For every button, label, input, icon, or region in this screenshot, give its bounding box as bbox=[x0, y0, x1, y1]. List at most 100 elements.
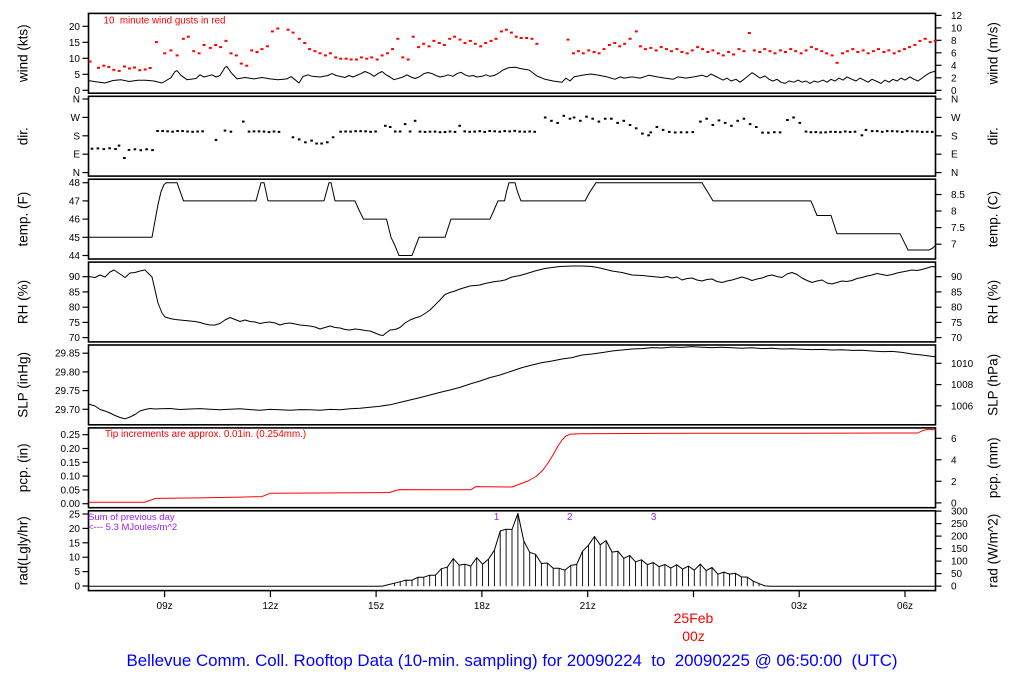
svg-text:SLP (inHg): SLP (inHg) bbox=[16, 352, 31, 418]
svg-text:10: 10 bbox=[69, 54, 81, 65]
svg-text:N: N bbox=[951, 95, 958, 106]
svg-text:48: 48 bbox=[69, 178, 81, 189]
svg-text:W: W bbox=[951, 113, 961, 124]
svg-text:E: E bbox=[73, 150, 80, 161]
svg-text:85: 85 bbox=[69, 287, 81, 298]
svg-text:29.70: 29.70 bbox=[55, 405, 80, 416]
svg-text:12z: 12z bbox=[262, 601, 278, 612]
svg-text:2: 2 bbox=[951, 73, 957, 84]
svg-text:4: 4 bbox=[951, 61, 957, 72]
svg-text:1008: 1008 bbox=[951, 380, 974, 391]
svg-text:29.75: 29.75 bbox=[55, 386, 80, 397]
svg-text:rad(Lgly/hr): rad(Lgly/hr) bbox=[16, 516, 31, 585]
svg-text:SLP (hPa): SLP (hPa) bbox=[986, 354, 1001, 416]
svg-text:N: N bbox=[73, 168, 80, 179]
svg-text:25: 25 bbox=[69, 510, 81, 521]
svg-text:80: 80 bbox=[951, 303, 963, 314]
svg-text:8: 8 bbox=[951, 207, 957, 218]
svg-text:20: 20 bbox=[69, 524, 81, 535]
svg-text:15: 15 bbox=[69, 38, 81, 49]
svg-text:0.05: 0.05 bbox=[61, 485, 81, 496]
svg-text:0.15: 0.15 bbox=[61, 458, 81, 469]
svg-text:5: 5 bbox=[74, 70, 80, 81]
svg-text:N: N bbox=[951, 168, 958, 179]
svg-text:pcp. (mm): pcp. (mm) bbox=[986, 437, 1001, 498]
svg-text:85: 85 bbox=[951, 287, 963, 298]
svg-text:25Feb: 25Feb bbox=[674, 610, 714, 626]
svg-text:2: 2 bbox=[567, 512, 573, 523]
svg-text:0.20: 0.20 bbox=[61, 444, 81, 455]
svg-text:7.5: 7.5 bbox=[951, 223, 965, 234]
svg-text:S: S bbox=[951, 131, 958, 142]
svg-text:250: 250 bbox=[951, 519, 968, 530]
svg-text:RH (%): RH (%) bbox=[16, 280, 31, 324]
svg-text:W: W bbox=[71, 113, 81, 124]
svg-text:Tip increments are approx. 0.0: Tip increments are approx. 0.01in. (0.25… bbox=[105, 429, 306, 440]
svg-text:46: 46 bbox=[69, 215, 81, 226]
svg-text:18z: 18z bbox=[474, 601, 490, 612]
svg-text:dir.: dir. bbox=[16, 127, 31, 145]
svg-text:10: 10 bbox=[69, 553, 81, 564]
svg-text:0: 0 bbox=[951, 86, 957, 97]
svg-text:0.00: 0.00 bbox=[61, 499, 81, 510]
svg-text:5: 5 bbox=[74, 567, 80, 578]
svg-text:4: 4 bbox=[951, 455, 957, 466]
svg-text:75: 75 bbox=[951, 318, 963, 329]
svg-text:7: 7 bbox=[951, 240, 957, 251]
svg-text:temp. (F): temp. (F) bbox=[16, 192, 31, 247]
svg-text:90: 90 bbox=[951, 272, 963, 283]
svg-text:3: 3 bbox=[651, 512, 657, 523]
svg-text:0: 0 bbox=[74, 582, 80, 593]
svg-text:0: 0 bbox=[74, 86, 80, 97]
svg-text:wind (kts): wind (kts) bbox=[16, 24, 31, 83]
svg-text:47: 47 bbox=[69, 196, 81, 207]
svg-text:rad (W/m^2): rad (W/m^2) bbox=[986, 514, 1001, 588]
svg-text:1010: 1010 bbox=[951, 359, 974, 370]
svg-text:03z: 03z bbox=[791, 601, 807, 612]
svg-text:90: 90 bbox=[69, 272, 81, 283]
svg-text:29.85: 29.85 bbox=[55, 349, 80, 360]
svg-text:12: 12 bbox=[951, 11, 963, 22]
svg-text:N: N bbox=[73, 95, 80, 106]
svg-text:8.5: 8.5 bbox=[951, 190, 965, 201]
svg-text:29.80: 29.80 bbox=[55, 367, 80, 378]
svg-text:6: 6 bbox=[951, 434, 957, 445]
svg-text:15z: 15z bbox=[368, 601, 384, 612]
svg-text:06z: 06z bbox=[897, 601, 913, 612]
svg-text:0.25: 0.25 bbox=[61, 430, 81, 441]
svg-text:20: 20 bbox=[69, 22, 81, 33]
svg-text:44: 44 bbox=[69, 251, 81, 262]
svg-text:300: 300 bbox=[951, 507, 968, 518]
svg-text:2: 2 bbox=[951, 477, 957, 488]
svg-text:21z: 21z bbox=[580, 601, 596, 612]
svg-text:200: 200 bbox=[951, 532, 968, 543]
svg-text:50: 50 bbox=[951, 569, 963, 580]
svg-text:10 minute wind gusts in red: 10 minute wind gusts in red bbox=[104, 16, 226, 27]
svg-text:6: 6 bbox=[951, 48, 957, 59]
svg-text:<--- 5.3 MJoules/m^2: <--- 5.3 MJoules/m^2 bbox=[88, 522, 177, 533]
svg-text:S: S bbox=[73, 131, 80, 142]
svg-text:RH (%): RH (%) bbox=[986, 280, 1001, 324]
svg-text:temp. (C): temp. (C) bbox=[986, 191, 1001, 247]
svg-text:E: E bbox=[951, 150, 958, 161]
svg-text:80: 80 bbox=[69, 303, 81, 314]
svg-text:pcp. (in): pcp. (in) bbox=[16, 443, 31, 492]
svg-text:45: 45 bbox=[69, 233, 81, 244]
svg-text:10: 10 bbox=[951, 23, 963, 34]
svg-text:150: 150 bbox=[951, 544, 968, 555]
svg-text:8: 8 bbox=[951, 36, 957, 47]
svg-text:0: 0 bbox=[951, 582, 957, 593]
svg-text:Bellevue Comm. Coll. Rooftop D: Bellevue Comm. Coll. Rooftop Data (10-mi… bbox=[126, 651, 897, 670]
svg-text:00z: 00z bbox=[682, 628, 705, 644]
svg-text:wind (m/s): wind (m/s) bbox=[986, 22, 1001, 85]
svg-text:100: 100 bbox=[951, 557, 968, 568]
svg-text:70: 70 bbox=[951, 333, 963, 344]
svg-text:dir.: dir. bbox=[986, 127, 1001, 145]
svg-text:0.10: 0.10 bbox=[61, 472, 81, 483]
svg-text:09z: 09z bbox=[157, 601, 173, 612]
svg-text:15: 15 bbox=[69, 538, 81, 549]
svg-text:Sum of previous day: Sum of previous day bbox=[88, 512, 175, 523]
svg-text:1: 1 bbox=[494, 512, 500, 523]
svg-text:1006: 1006 bbox=[951, 401, 974, 412]
svg-text:0: 0 bbox=[951, 498, 957, 509]
